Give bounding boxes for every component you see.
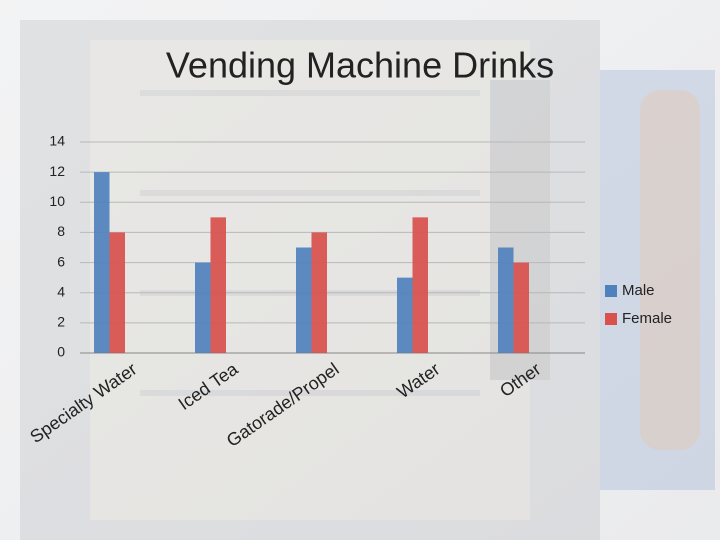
- legend-label: Male: [622, 282, 655, 299]
- bar: [109, 232, 125, 353]
- legend-label: Female: [622, 310, 672, 327]
- y-tick-label: 12: [49, 163, 65, 179]
- bar: [498, 247, 514, 353]
- bar: [412, 217, 428, 353]
- bar: [94, 172, 110, 353]
- y-tick-label: 0: [57, 344, 65, 360]
- bar: [195, 262, 211, 353]
- y-tick-label: 2: [57, 314, 65, 330]
- bar: [397, 277, 413, 353]
- legend-swatch: [605, 285, 617, 297]
- bar: [513, 262, 529, 353]
- bar: [311, 232, 327, 353]
- y-tick-label: 10: [49, 193, 65, 209]
- bar: [210, 217, 226, 353]
- bar: [296, 247, 312, 353]
- chart-title: Vending Machine Drinks: [166, 45, 554, 86]
- legend-swatch: [605, 313, 617, 325]
- y-tick-label: 8: [57, 223, 65, 239]
- y-tick-label: 6: [57, 253, 65, 269]
- y-tick-label: 4: [57, 283, 65, 299]
- y-tick-label: 14: [49, 133, 65, 149]
